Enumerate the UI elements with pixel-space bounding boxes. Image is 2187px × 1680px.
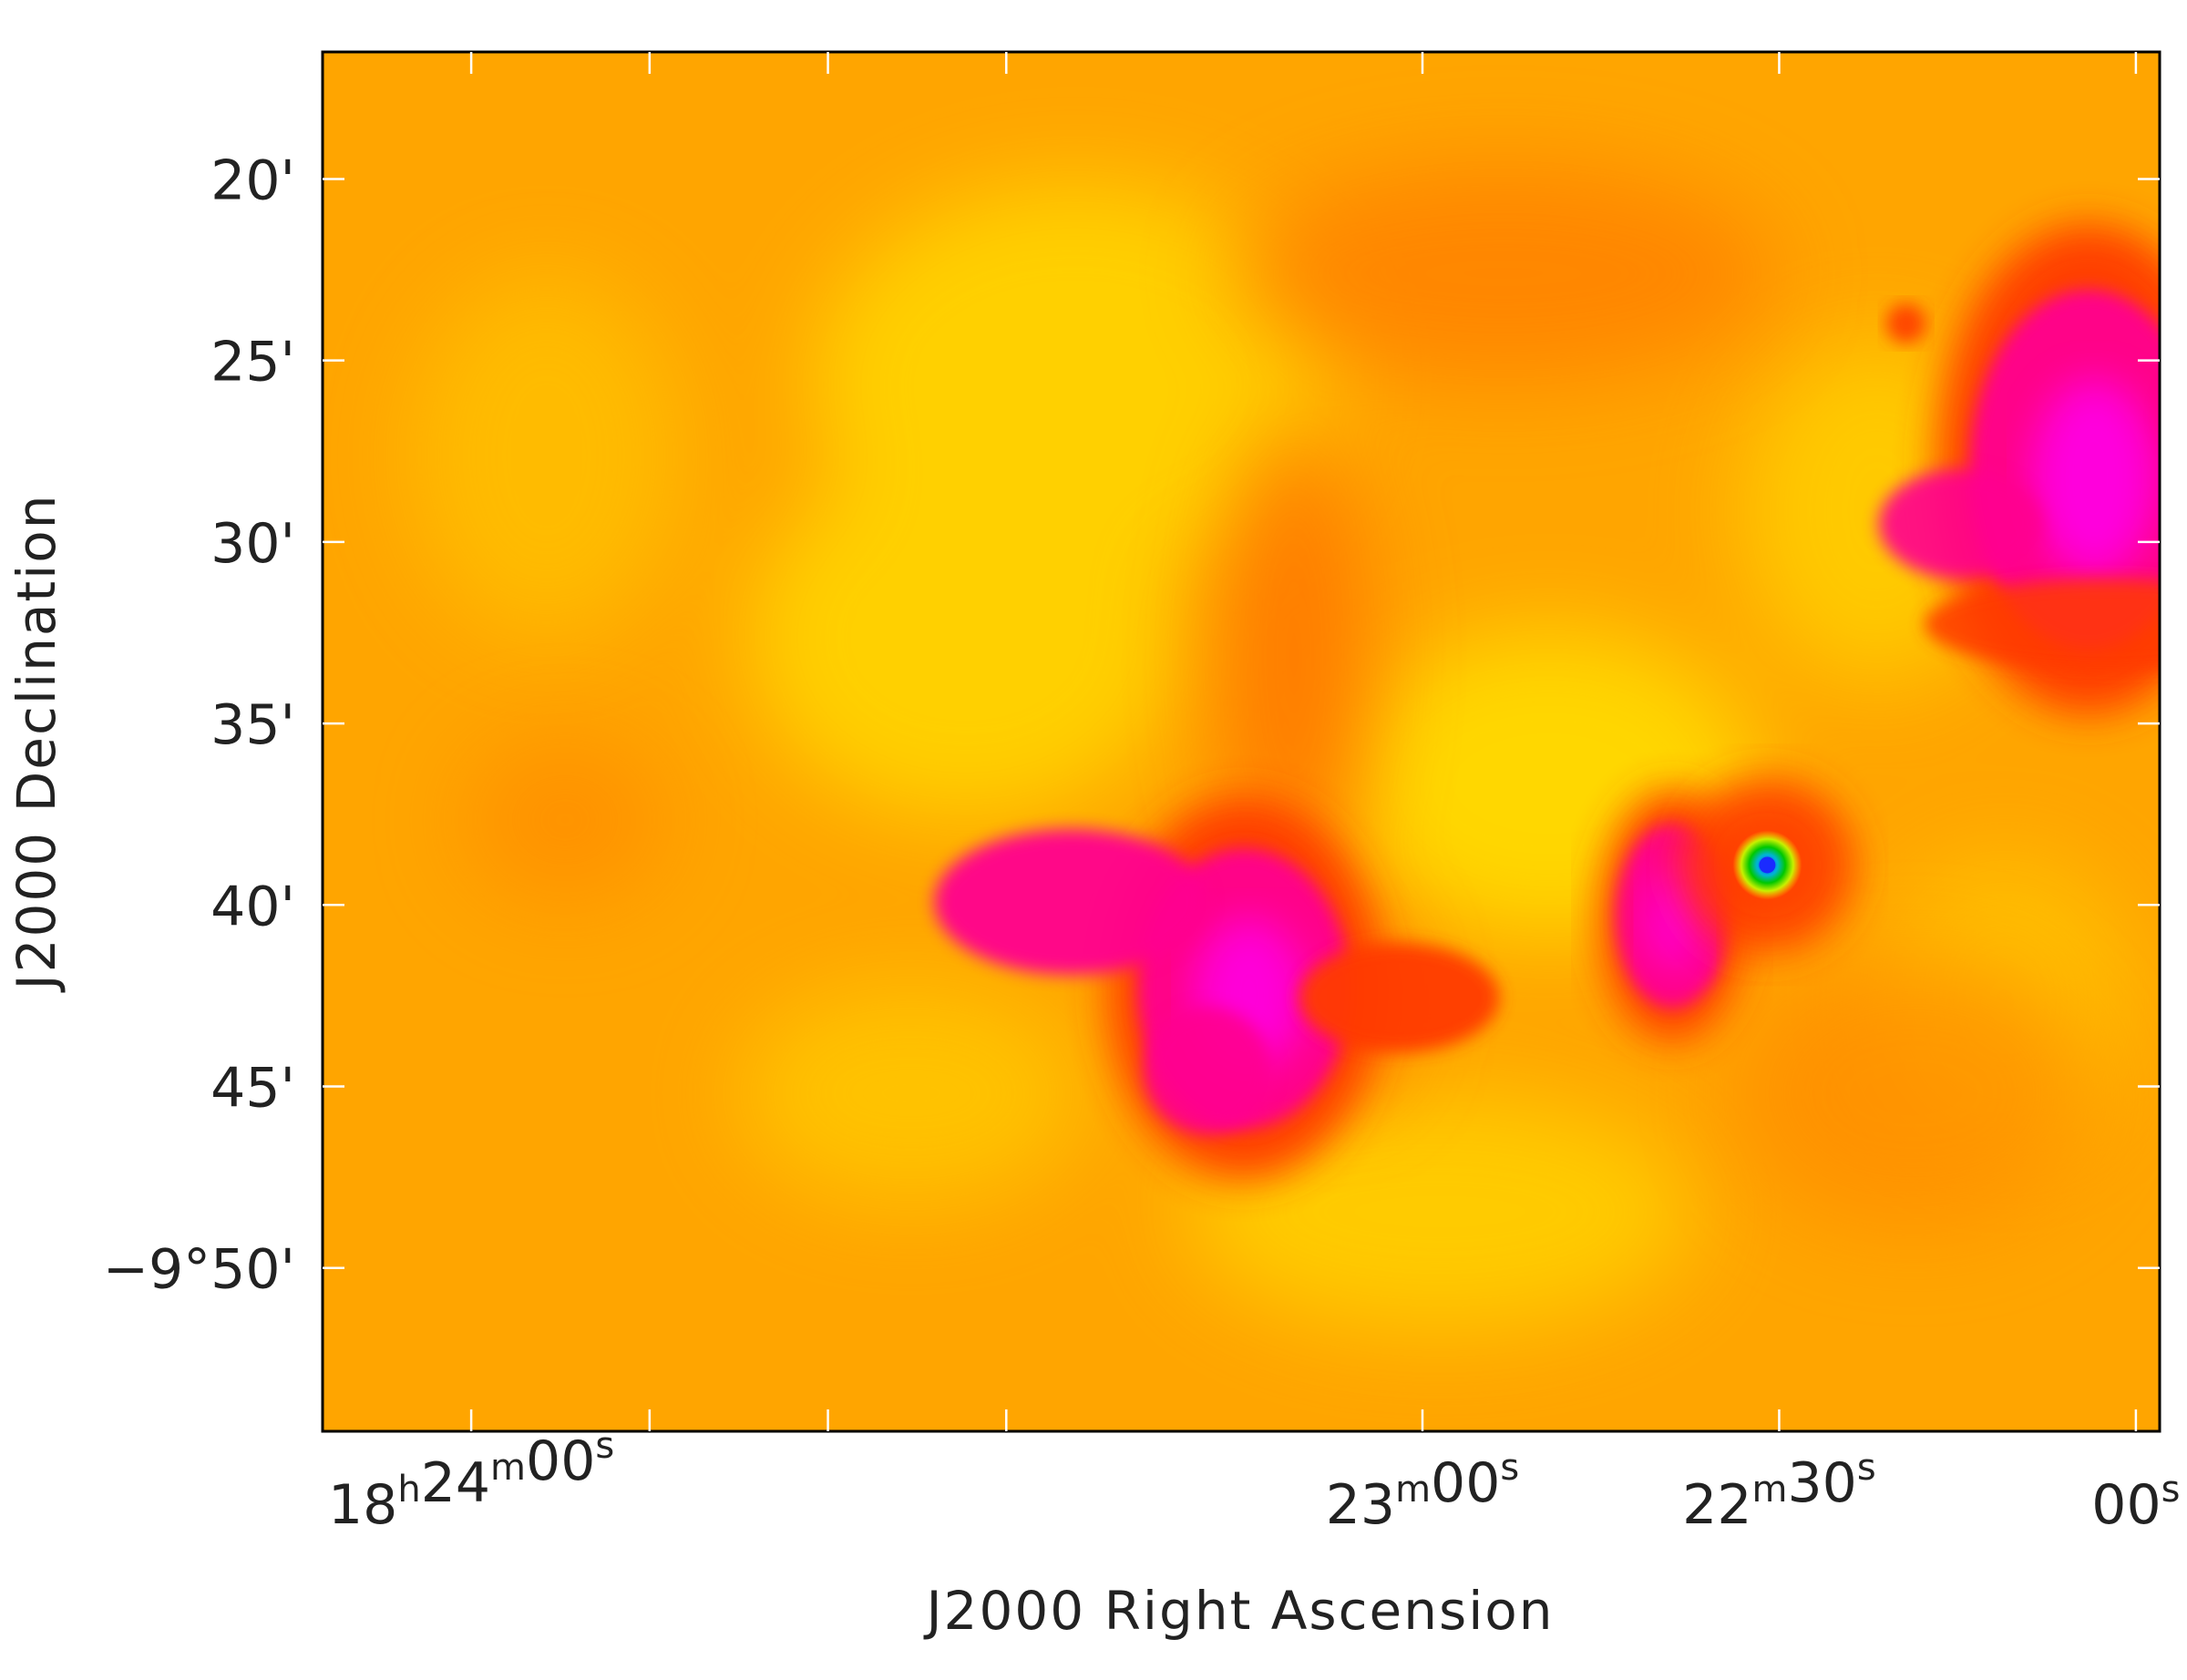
heatmap-image — [323, 52, 2160, 1431]
y-tick-label: 40' — [210, 875, 295, 938]
x-axis-tick-labels: 18h24m00s23m00s22m30s00s21m30s00s — [328, 1425, 2181, 1537]
y-tick-label: −9°50' — [103, 1238, 295, 1302]
x-tick-label: 18h24m00s — [328, 1425, 614, 1537]
y-tick-label: 35' — [210, 693, 295, 757]
x-axis-ticks — [469, 52, 2138, 1431]
y-axis-title: J2000 Declination — [5, 493, 67, 992]
y-tick-label: 45' — [210, 1057, 295, 1121]
x-tick-label: 23m00s — [1326, 1447, 1520, 1537]
y-axis-ticks — [323, 178, 2160, 1269]
emission-region-compact-peak — [1680, 778, 1854, 952]
y-axis-tick-labels: 20' 25' 30' 35' 40' 45' −9°50' — [103, 149, 295, 1301]
y-tick-label: 30' — [210, 512, 295, 576]
y-tick-label: 20' — [210, 149, 295, 212]
emission-regions — [934, 224, 2160, 1180]
plot-frame — [321, 50, 2161, 1433]
x-tick-label: 00s — [2091, 1469, 2180, 1537]
x-tick-label: 22m30s — [1682, 1447, 1876, 1537]
y-tick-label: 25' — [210, 331, 295, 394]
x-axis-title: J2000 Right Ascension — [923, 1580, 1554, 1642]
emission-lobes — [934, 303, 2160, 1134]
